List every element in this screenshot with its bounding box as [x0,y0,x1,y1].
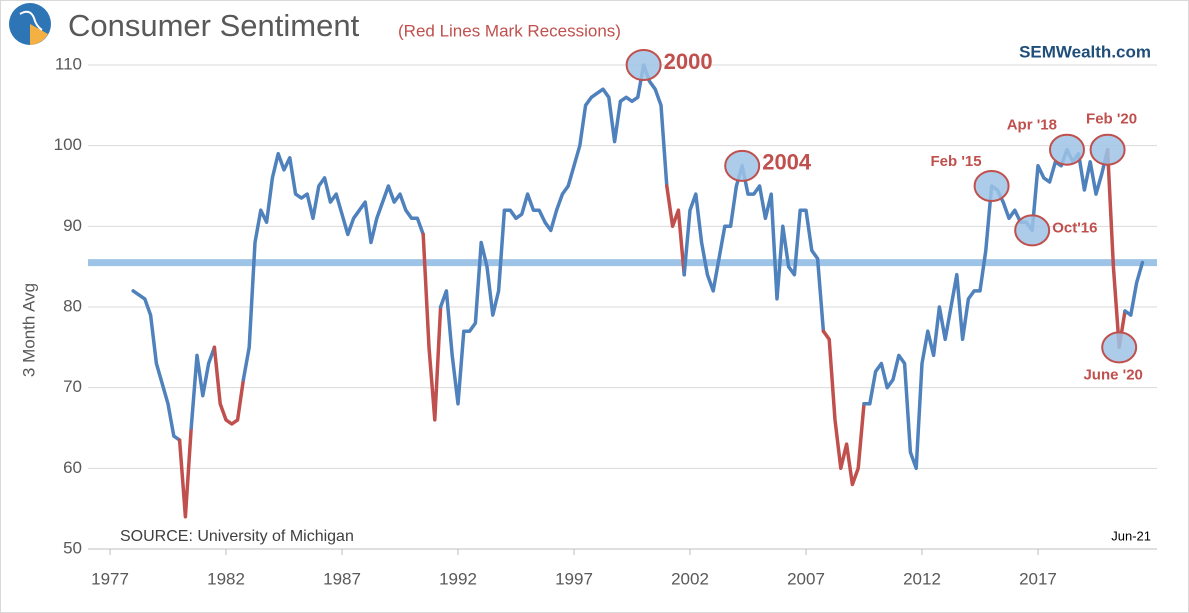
x-tick-label: 2002 [671,569,709,588]
recession-line [821,329,866,487]
date-note: Jun-21 [1111,528,1151,543]
annotation-circle [1089,133,1126,166]
y-tick-label: 70 [63,377,82,396]
y-tick-label: 110 [55,54,82,73]
y-tick-label: 100 [54,135,82,154]
annotation-label: Apr '18 [1007,117,1057,134]
source-note: SOURCE: University of Michigan [120,528,354,545]
recession-line [212,345,246,426]
sentiment-line [1123,260,1145,317]
annotation-label: Oct'16 [1052,219,1097,236]
sentiment-line [189,345,217,430]
x-tick-label: 1982 [207,569,245,588]
annotation-circle [1014,214,1051,247]
logo [9,3,51,45]
x-tick-label: 2017 [1019,569,1057,588]
x-tick-label: 2007 [787,569,825,588]
annotation-circle [625,49,662,81]
x-tick-label: 1987 [323,569,361,588]
annotation-label: Feb '15 [930,153,981,170]
recession-line [1105,147,1127,350]
sentiment-line [438,63,669,406]
chart-title: Consumer Sentiment [68,8,360,43]
annotation-label: 2004 [762,150,812,175]
recession-line [421,232,443,422]
chart-subtitle: (Red Lines Mark Recessions) [398,21,621,40]
y-axis-label: 3 Month Avg [19,283,38,377]
recession-line [177,426,193,519]
site-label: SEMWealth.com [1019,42,1151,61]
y-tick-label: 50 [63,538,82,557]
x-tick-label: 1997 [555,569,593,588]
annotation-label: Feb '20 [1086,111,1137,128]
annotation-circle [973,170,1010,202]
x-tick-label: 2012 [903,569,941,588]
annotation-label: June '20 [1083,366,1142,383]
sentiment-line [131,289,182,442]
x-tick-label: 1992 [439,569,477,588]
y-tick-label: 80 [63,296,82,315]
y-tick-label: 90 [63,216,82,235]
recession-line [665,184,686,277]
annotation-label: 2000 [664,49,713,74]
annotation-circle [1048,133,1085,166]
annotation-circle [1101,331,1138,364]
sentiment-line [682,164,826,333]
annotation-circle [724,149,761,182]
y-tick-label: 60 [63,458,82,477]
sentiment-line [241,151,425,382]
x-tick-label: 1977 [91,569,129,588]
